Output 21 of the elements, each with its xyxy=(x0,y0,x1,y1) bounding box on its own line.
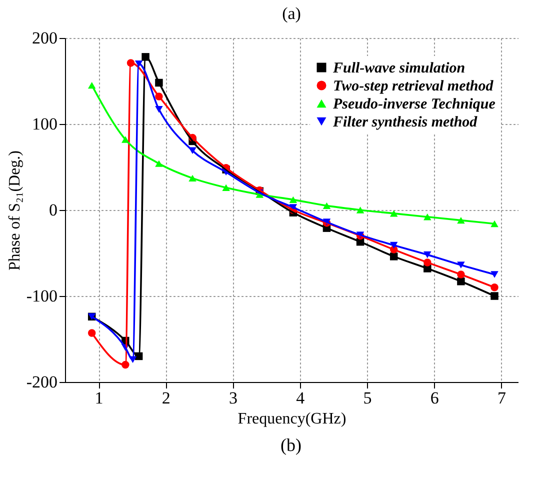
chart-title: (a) xyxy=(282,4,301,23)
text: (b) xyxy=(280,435,302,455)
y-tick-label: -200 xyxy=(26,372,58,392)
legend-label: Two-step retrieval method xyxy=(333,78,494,94)
y-tick-label: 200 xyxy=(32,28,58,48)
legend-label: Pseudo-inverse Technique xyxy=(333,96,496,112)
y-tick-label: 100 xyxy=(32,114,58,134)
point xyxy=(490,292,498,300)
x-tick-label: 3 xyxy=(229,388,238,408)
x-tick-label: 5 xyxy=(363,388,372,408)
x-tick-label: 1 xyxy=(94,388,104,408)
y-tick-label: 0 xyxy=(49,200,58,220)
x-tick-label: 7 xyxy=(497,388,506,408)
x-tick-label: 6 xyxy=(430,388,439,408)
y-tick-label: -100 xyxy=(26,286,58,306)
legend-label: Filter synthesis method xyxy=(332,114,478,130)
x-axis-title: Frequency(GHz) xyxy=(238,410,346,428)
legend-label: Full-wave simulation xyxy=(332,60,466,76)
x-tick-label: 4 xyxy=(296,388,306,408)
x-tick-label: 2 xyxy=(162,388,170,408)
y-axis-title: Phase of S₂₁(Deg.) xyxy=(6,150,24,271)
